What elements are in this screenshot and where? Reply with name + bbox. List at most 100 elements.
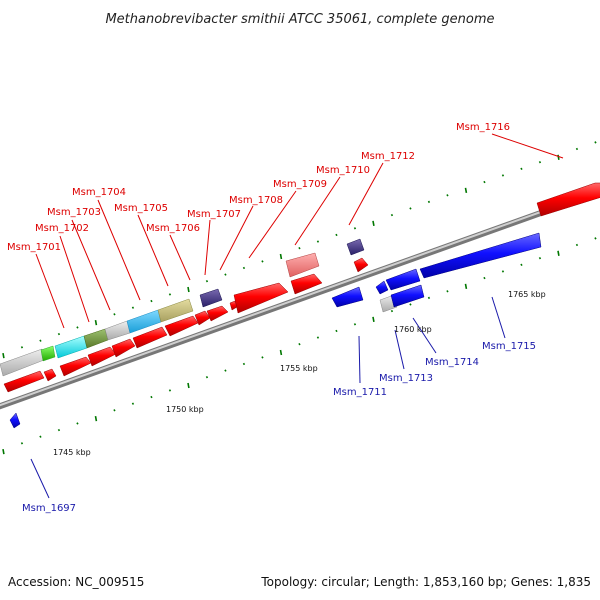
gene-label[interactable]: Msm_1716 [456, 122, 510, 133]
map-title: Methanobrevibacter smithii ATCC 35061, c… [105, 12, 494, 27]
leader-line [394, 329, 405, 370]
gene-label[interactable]: Msm_1703 [47, 207, 101, 218]
tick-mark [594, 237, 597, 240]
gene-red-11[interactable] [290, 273, 323, 295]
scale-label: 1755 kbp [280, 364, 318, 373]
gene-olive[interactable] [83, 328, 109, 349]
tick-mark [39, 339, 42, 342]
gene-red-12[interactable] [353, 257, 369, 273]
label-leader-lines [30, 133, 564, 499]
tick-mark [409, 207, 412, 210]
gene-label[interactable]: Msm_1707 [187, 209, 241, 220]
gene-blue-4[interactable] [390, 284, 425, 308]
gene-label[interactable]: Msm_1715 [482, 341, 536, 352]
gene-red-8[interactable] [206, 305, 229, 322]
tick-mark [298, 342, 301, 346]
leader-line [97, 199, 141, 301]
gene-navy-1[interactable] [199, 288, 223, 308]
gene-cyan[interactable] [54, 335, 88, 359]
leader-line [71, 219, 111, 311]
leader-line [358, 335, 361, 384]
tick-mark [76, 422, 79, 425]
gene-blue-1[interactable] [331, 286, 364, 308]
tick-mark [279, 349, 283, 356]
gene-red-10[interactable] [233, 282, 289, 314]
gene-gray-mid[interactable] [104, 320, 131, 341]
gene-red-1[interactable] [3, 370, 45, 393]
gene-label[interactable]: Msm_1711 [333, 387, 387, 398]
scale-label: 1750 kbp [166, 405, 204, 414]
leader-line [294, 176, 341, 246]
tick-mark [57, 332, 61, 336]
tick-mark [446, 290, 449, 293]
tick-mark [483, 180, 486, 184]
leader-line [169, 234, 191, 281]
tick-mark [538, 161, 542, 164]
tick-mark [261, 356, 264, 359]
gene-khaki[interactable] [157, 298, 194, 323]
tick-mark [353, 227, 357, 230]
tick-mark [520, 263, 523, 267]
gene-navy-2[interactable] [346, 238, 365, 256]
tick-mark [464, 283, 468, 289]
gene-blue-small[interactable] [375, 280, 389, 295]
tick-mark [94, 415, 98, 422]
tick-mark [94, 319, 98, 326]
gene-label[interactable]: Msm_1705 [114, 203, 168, 214]
gene-label[interactable]: Msm_1714 [425, 357, 479, 368]
gene-label[interactable]: Msm_1706 [146, 223, 200, 234]
scale-label: 1765 kbp [508, 290, 546, 299]
leader-line [491, 133, 564, 159]
gene-label[interactable]: Msm_1713 [379, 373, 433, 384]
gene-label[interactable]: Msm_1710 [316, 165, 370, 176]
gene-red-5[interactable] [132, 326, 168, 349]
leader-line [248, 190, 297, 259]
tick-mark [316, 336, 320, 339]
tick-mark [483, 276, 486, 280]
gene-label[interactable]: Msm_1709 [273, 179, 327, 190]
tick-mark [501, 174, 505, 177]
tick-mark [427, 200, 431, 204]
tick-mark [168, 293, 172, 296]
tick-mark [557, 154, 560, 160]
gene-features [0, 182, 600, 429]
gene-green-small[interactable] [40, 345, 56, 362]
tick-mark [113, 313, 116, 316]
gene-label[interactable]: Msm_1704 [72, 187, 126, 198]
tick-mark [446, 194, 449, 197]
tick-mark [575, 147, 579, 151]
tick-mark [131, 402, 135, 405]
gene-red-1b[interactable] [43, 368, 57, 382]
tick-mark [20, 442, 24, 445]
tick-mark [242, 266, 246, 270]
gene-label[interactable]: Msm_1708 [229, 195, 283, 206]
leader-line [412, 317, 437, 354]
gene-label[interactable]: Msm_1701 [7, 242, 61, 253]
accession-text: Accession: NC_009515 [8, 575, 144, 589]
gene-label[interactable]: Msm_1702 [35, 223, 89, 234]
tick-mark [335, 233, 338, 237]
gene-blue-3[interactable] [419, 232, 542, 279]
tick-mark [335, 329, 338, 333]
scale-label: 1760 kbp [394, 325, 432, 334]
tick-mark [224, 273, 227, 276]
gene-red-4[interactable] [111, 338, 136, 358]
gene-pink[interactable] [285, 252, 320, 278]
gene-red-big[interactable] [536, 182, 600, 217]
gene-label[interactable]: Msm_1712 [361, 151, 415, 162]
tick-mark [205, 376, 209, 379]
leader-line [219, 205, 254, 271]
tick-mark [113, 409, 116, 412]
tick-mark [261, 260, 264, 263]
tick-mark [20, 346, 24, 349]
leader-line [348, 162, 384, 226]
genome-summary-text: Topology: circular; Length: 1,853,160 bp… [260, 575, 591, 589]
gene-blue-2[interactable] [385, 268, 421, 291]
tick-mark [57, 428, 61, 432]
tick-mark [187, 382, 190, 389]
gene-blue-tiny[interactable] [9, 412, 21, 429]
tick-mark [427, 296, 431, 300]
tick-mark [520, 167, 523, 171]
gene-label[interactable]: Msm_1697 [22, 503, 76, 514]
tick-mark [242, 362, 246, 366]
